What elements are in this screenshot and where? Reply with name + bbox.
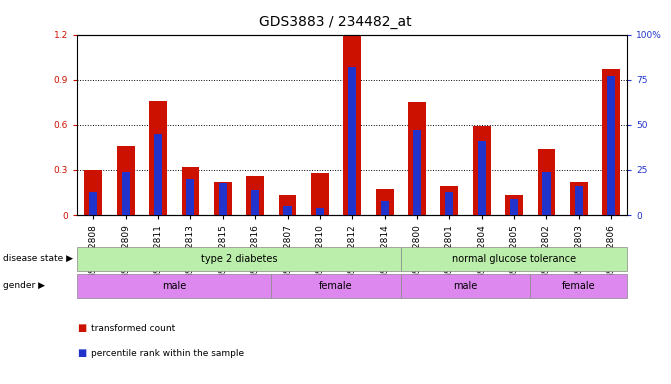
Text: male: male <box>162 281 187 291</box>
Bar <box>117 146 135 215</box>
Text: normal glucose tolerance: normal glucose tolerance <box>452 254 576 264</box>
Bar <box>607 76 615 215</box>
Bar <box>251 190 259 215</box>
Bar <box>380 200 389 215</box>
Bar <box>505 195 523 215</box>
Bar <box>89 192 97 215</box>
Bar <box>182 167 199 215</box>
Bar <box>413 130 421 215</box>
Text: type 2 diabetes: type 2 diabetes <box>201 254 277 264</box>
Bar <box>446 192 454 215</box>
Bar <box>473 126 491 215</box>
Bar <box>283 206 292 215</box>
Bar <box>219 182 227 215</box>
Bar <box>408 102 426 215</box>
Text: disease state ▶: disease state ▶ <box>3 254 73 263</box>
Bar <box>246 176 264 215</box>
Text: percentile rank within the sample: percentile rank within the sample <box>91 349 244 358</box>
Bar <box>187 179 195 215</box>
Bar <box>440 187 458 215</box>
Bar <box>575 186 583 215</box>
Bar <box>478 141 486 215</box>
Text: transformed count: transformed count <box>91 324 175 333</box>
Bar <box>121 172 130 215</box>
Bar <box>278 195 297 215</box>
Bar <box>603 69 620 215</box>
Bar <box>542 172 550 215</box>
Text: female: female <box>319 281 353 291</box>
Bar <box>376 189 393 215</box>
Bar <box>510 199 518 215</box>
Text: ■: ■ <box>77 323 87 333</box>
Text: female: female <box>562 281 596 291</box>
Bar <box>537 149 556 215</box>
Bar <box>316 208 324 215</box>
Bar <box>85 170 102 215</box>
Bar <box>344 36 361 215</box>
Bar <box>214 182 231 215</box>
Text: ■: ■ <box>77 348 87 358</box>
Text: gender ▶: gender ▶ <box>3 281 46 290</box>
Text: GDS3883 / 234482_at: GDS3883 / 234482_at <box>259 15 412 29</box>
Bar <box>149 101 167 215</box>
Bar <box>311 173 329 215</box>
Bar <box>154 134 162 215</box>
Bar <box>570 182 588 215</box>
Bar <box>348 67 356 215</box>
Text: male: male <box>454 281 478 291</box>
